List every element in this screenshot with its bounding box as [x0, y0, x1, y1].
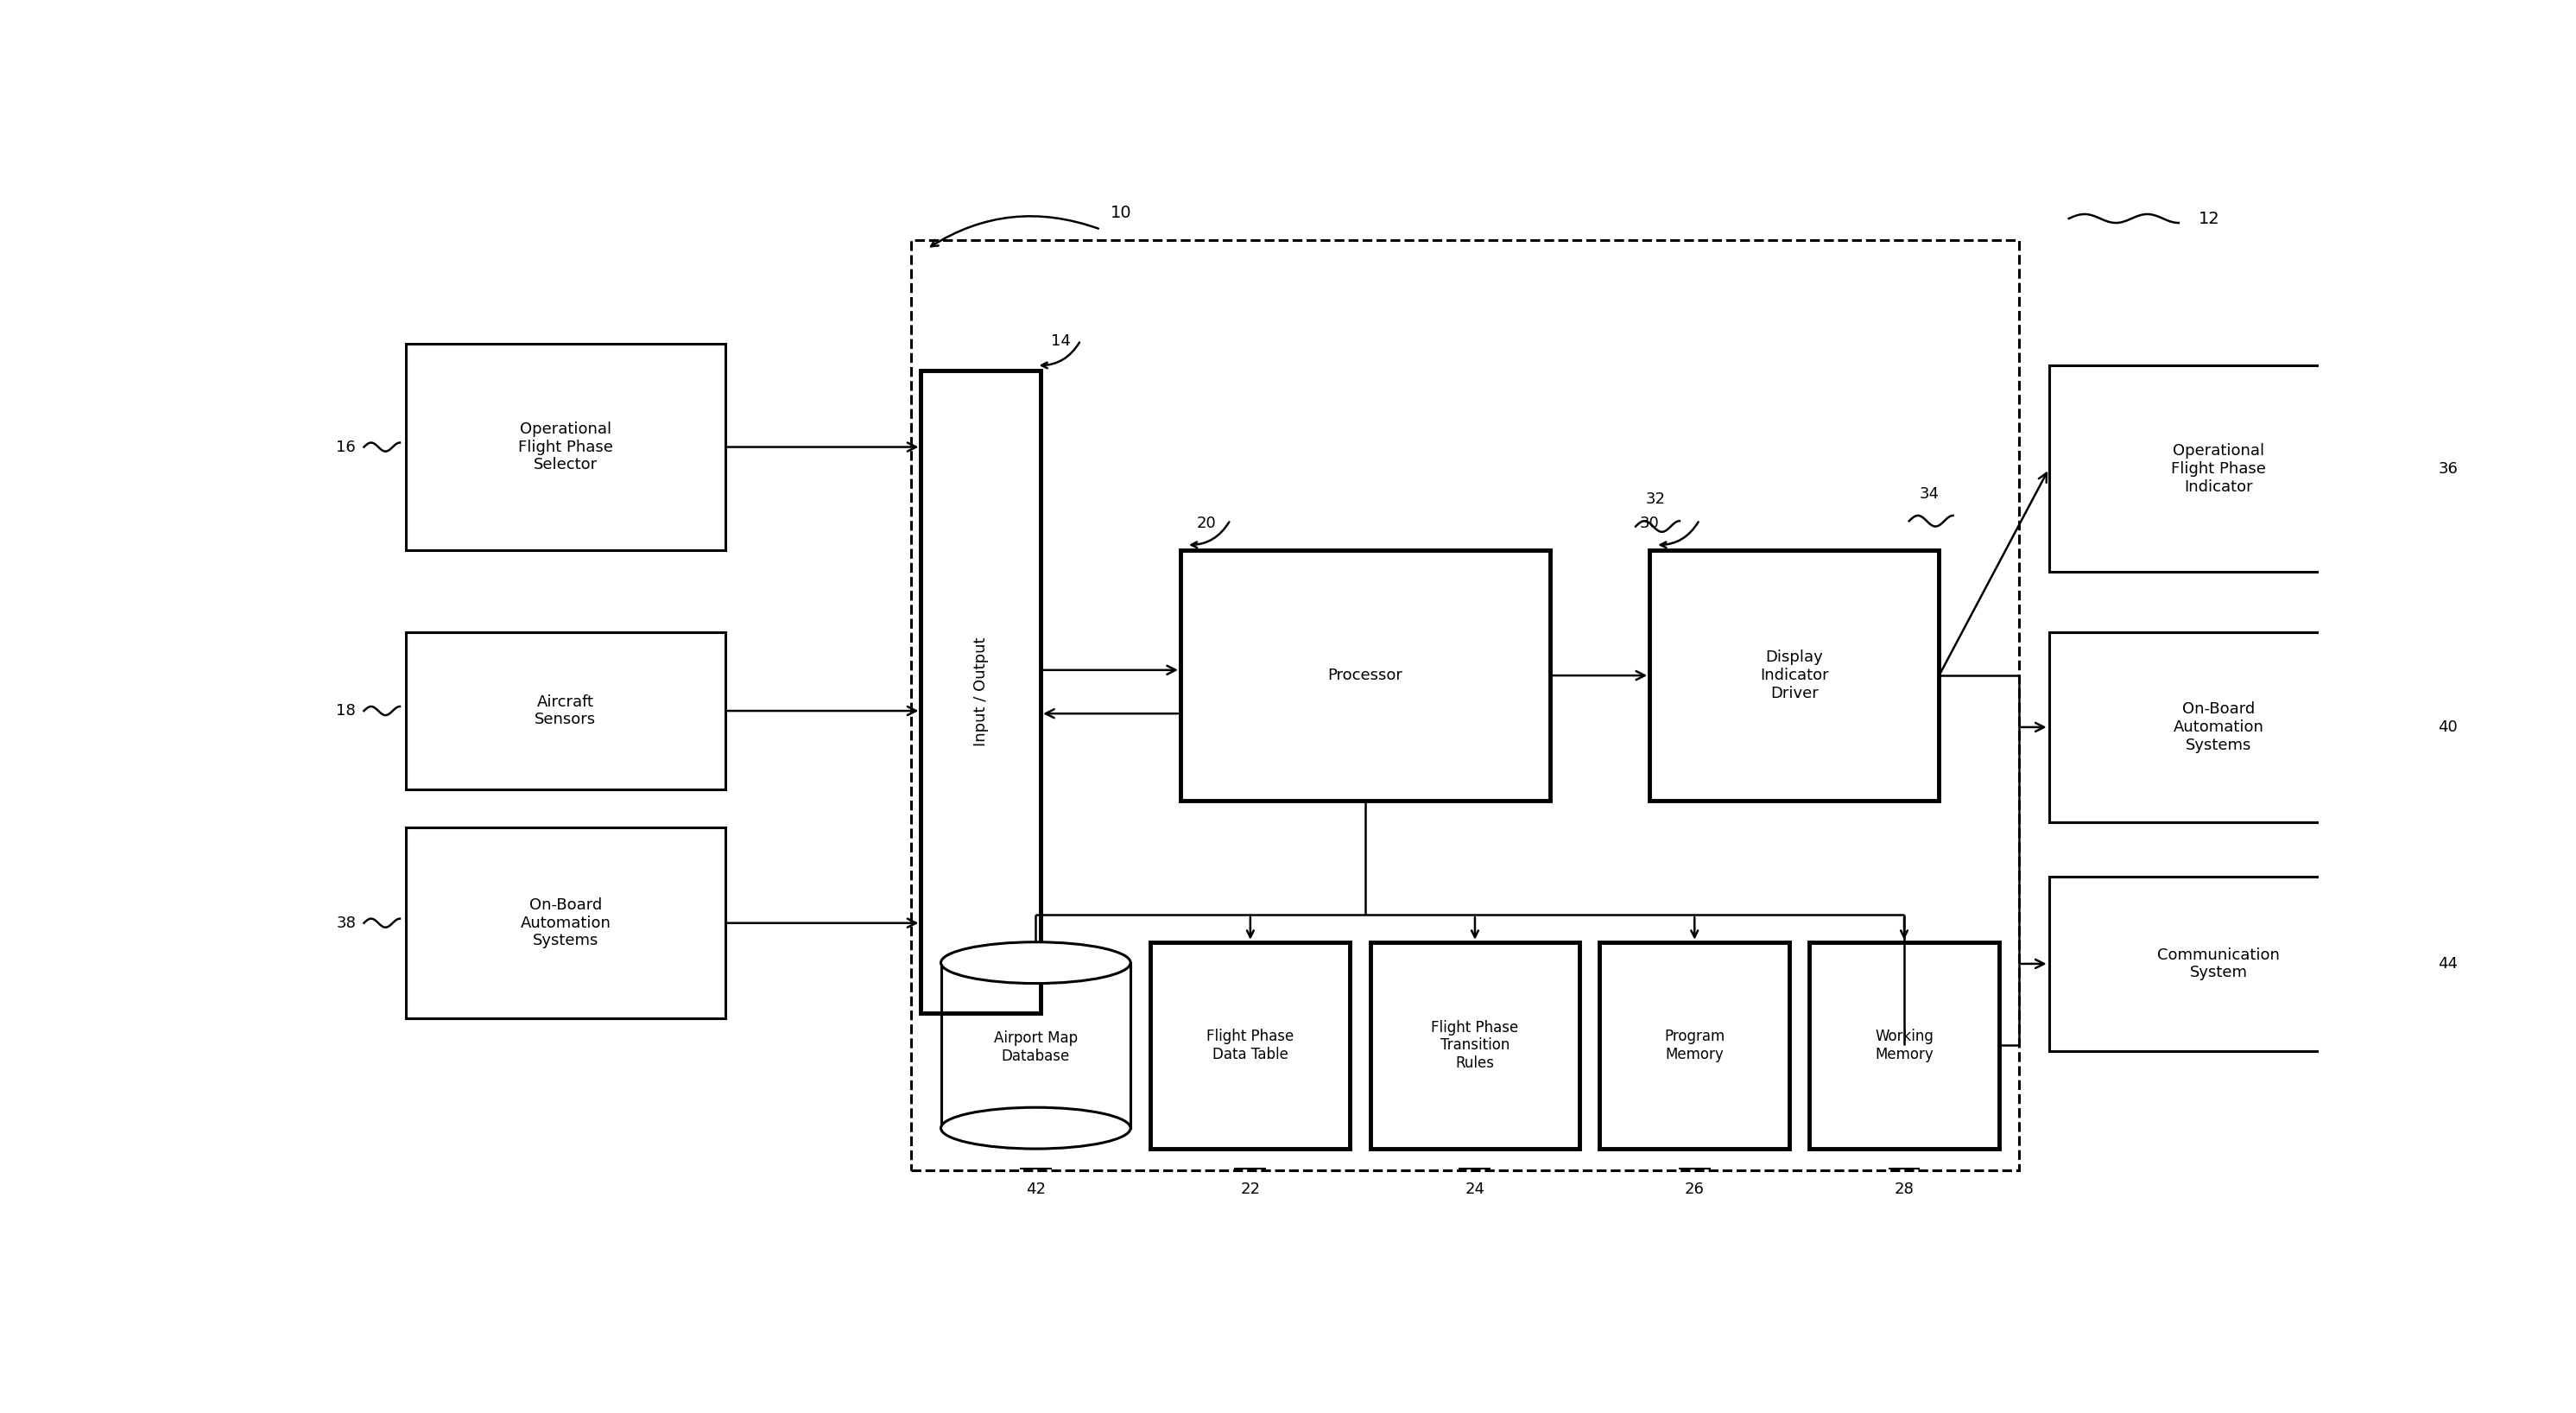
Text: Working
Memory: Working Memory — [1875, 1029, 1935, 1063]
Bar — [1600, 942, 1790, 1149]
Bar — [1370, 942, 1579, 1149]
Text: 12: 12 — [2200, 211, 2221, 226]
Text: 44: 44 — [2437, 957, 2458, 972]
Text: On-Board
Automation
Systems: On-Board Automation Systems — [520, 897, 611, 948]
Text: 36: 36 — [2437, 461, 2458, 476]
Text: Communication
System: Communication System — [2156, 947, 2280, 981]
Text: 34: 34 — [1919, 486, 1940, 502]
Text: Aircraft
Sensors: Aircraft Sensors — [536, 694, 595, 728]
Text: Operational
Flight Phase
Selector: Operational Flight Phase Selector — [518, 421, 613, 473]
Bar — [1649, 550, 1940, 801]
Text: Flight Phase
Transition
Rules: Flight Phase Transition Rules — [1432, 1020, 1520, 1071]
Text: 42: 42 — [1025, 1181, 1046, 1197]
Text: 10: 10 — [1110, 205, 1131, 222]
Text: 26: 26 — [1685, 1181, 1705, 1197]
Bar — [1151, 942, 1350, 1149]
Bar — [2048, 632, 2388, 822]
Bar — [922, 370, 1041, 1013]
Text: 14: 14 — [1051, 333, 1072, 349]
Text: 20: 20 — [1195, 516, 1216, 531]
Text: 28: 28 — [1893, 1181, 1914, 1197]
Bar — [2048, 876, 2388, 1051]
Bar — [1808, 942, 1999, 1149]
Ellipse shape — [940, 942, 1131, 983]
Bar — [912, 240, 2020, 1170]
Text: 22: 22 — [1242, 1181, 1260, 1197]
Text: 30: 30 — [1641, 516, 1659, 531]
Bar — [2048, 366, 2388, 572]
Ellipse shape — [940, 1108, 1131, 1149]
Bar — [407, 828, 726, 1019]
Text: 40: 40 — [2437, 719, 2458, 735]
Text: Processor: Processor — [1327, 668, 1401, 684]
Text: Operational
Flight Phase
Indicator: Operational Flight Phase Indicator — [2172, 444, 2267, 495]
Text: Input / Output: Input / Output — [974, 637, 989, 746]
Text: 16: 16 — [337, 439, 355, 455]
Bar — [1180, 550, 1551, 801]
Text: Program
Memory: Program Memory — [1664, 1029, 1726, 1063]
Text: 24: 24 — [1466, 1181, 1484, 1197]
Bar — [407, 343, 726, 550]
Text: Display
Indicator
Driver: Display Indicator Driver — [1759, 650, 1829, 701]
Text: 38: 38 — [337, 916, 355, 931]
Bar — [407, 632, 726, 790]
Text: 18: 18 — [337, 704, 355, 719]
Text: On-Board
Automation
Systems: On-Board Automation Systems — [2174, 701, 2264, 753]
Text: Airport Map
Database: Airport Map Database — [994, 1030, 1077, 1064]
Text: 32: 32 — [1646, 492, 1667, 507]
Text: Flight Phase
Data Table: Flight Phase Data Table — [1206, 1029, 1293, 1063]
